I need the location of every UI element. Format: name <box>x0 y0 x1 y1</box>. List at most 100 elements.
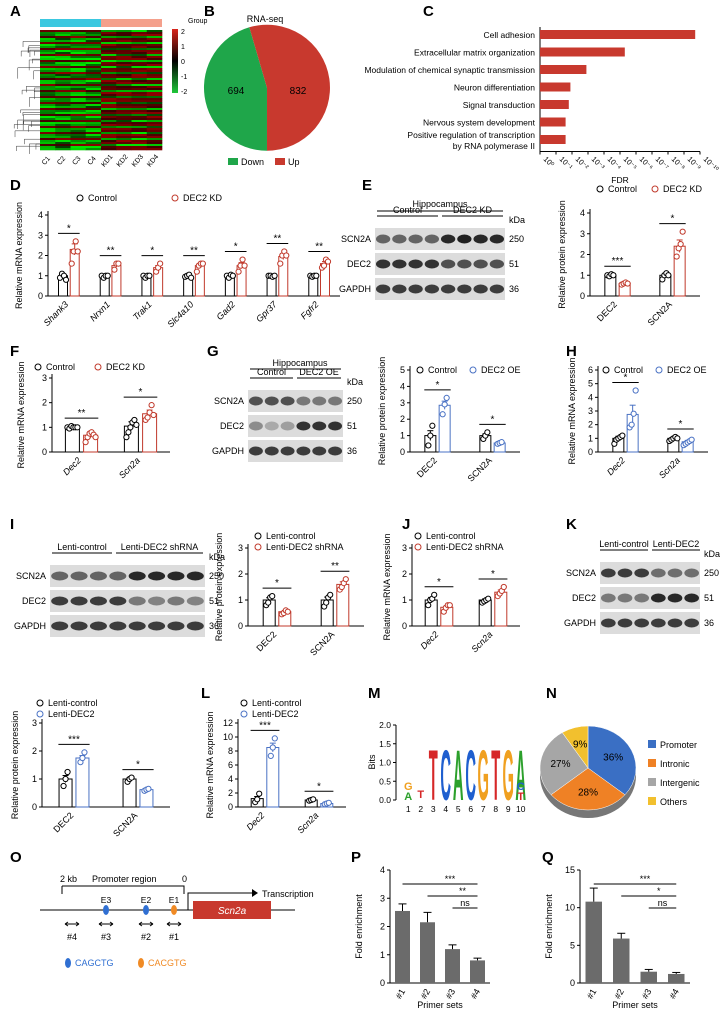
heat-cell <box>146 66 163 69</box>
K-bar <box>58 778 73 808</box>
D-ylabel: Relative mRNA expression <box>14 202 24 309</box>
heat-cell <box>70 114 87 117</box>
heat-cell <box>131 92 148 95</box>
I-sig: * <box>275 578 279 589</box>
heat-cell <box>131 116 148 119</box>
panel-c-go-bars: Cell adhesion Extracellular matrix organi… <box>364 27 720 185</box>
heat-cell <box>55 82 71 85</box>
heat-cell <box>101 102 117 105</box>
m-pos-label: 5 <box>456 804 461 814</box>
heat-cell <box>146 58 163 61</box>
heat-cell <box>131 62 148 65</box>
D-ytick-label: 2 <box>38 251 43 261</box>
heat-cell <box>70 76 87 79</box>
heat-cell <box>131 80 148 83</box>
L-sig: *** <box>259 720 271 731</box>
heat-cell <box>146 52 163 55</box>
heat-cell <box>40 64 56 67</box>
heat-cell <box>101 122 117 125</box>
heat-cell <box>40 84 56 87</box>
heat-cell <box>131 112 148 115</box>
heat-cell <box>131 78 148 81</box>
H-point <box>632 387 639 394</box>
F-point <box>127 424 134 431</box>
heat-cell <box>116 122 132 125</box>
heat-cell <box>146 110 163 113</box>
E-ylabel: Relative protein expression <box>557 200 567 309</box>
heat-cell <box>101 38 117 41</box>
pie-label-down: 694 <box>228 86 245 97</box>
heat-cell <box>131 144 148 147</box>
E-ytick-label: 3 <box>580 229 585 239</box>
heat-cell <box>131 90 148 93</box>
heat-cell <box>40 80 56 83</box>
P-bar <box>470 960 485 983</box>
heat-cell <box>116 78 132 81</box>
heat-cell <box>85 32 102 35</box>
heat-cell <box>101 66 117 69</box>
K-point <box>60 782 67 790</box>
I-point <box>327 591 334 598</box>
F-bar <box>64 426 80 453</box>
heat-cell <box>116 70 132 73</box>
heat-cell <box>70 58 87 61</box>
heat-cell <box>116 48 132 51</box>
E-membrane <box>375 228 505 250</box>
c-tick-label: 10⁻⁶ <box>638 155 655 172</box>
E-xcat: SCN2A <box>646 299 674 327</box>
K-group-label: Lenti-DEC2 <box>653 539 700 549</box>
heat-cell <box>55 78 71 81</box>
heat-cell <box>116 62 132 65</box>
heat-cell <box>70 138 87 141</box>
I-band <box>128 621 146 631</box>
D-point <box>283 252 290 259</box>
heat-cell <box>70 134 87 137</box>
heat-cell <box>70 38 87 41</box>
heat-cell <box>70 70 87 73</box>
L-xcat: Scn2a <box>295 810 320 835</box>
c-tick-label: 10⁻⁵ <box>622 155 639 172</box>
I-legend-label: Lenti-DEC2 shRNA <box>266 542 344 552</box>
m-letter: C <box>465 735 476 815</box>
heat-cell <box>55 70 71 73</box>
J-point <box>500 583 507 591</box>
heat-cell <box>40 36 56 39</box>
c-xlabel: FDR <box>611 175 628 185</box>
legend-title: Group <box>188 18 208 25</box>
heat-cell <box>70 68 87 71</box>
c-bar <box>540 65 587 74</box>
heat-cell <box>116 138 132 141</box>
L-ytick-label: 0 <box>228 802 233 812</box>
heat-cell <box>146 102 163 105</box>
E-legend-marker <box>651 185 659 193</box>
o-primer-label: #3 <box>101 932 111 942</box>
heat-cell <box>55 136 71 139</box>
heat-cell <box>146 134 163 137</box>
heat-cell <box>131 96 148 99</box>
heat-cell <box>146 80 163 83</box>
K-sig: * <box>136 760 140 771</box>
G-membrane <box>248 415 343 437</box>
D-legend-label: DEC2 KD <box>183 193 223 203</box>
E-band <box>408 284 423 294</box>
n-slice <box>587 725 637 796</box>
K-kda: 51 <box>704 593 714 603</box>
heat-cell <box>116 38 132 41</box>
G-ylabel: Relative protein expression <box>377 357 387 466</box>
F-ytick-label: 2 <box>42 398 47 408</box>
heat-cell <box>55 68 71 71</box>
heat-cell <box>116 142 132 145</box>
c-tick-label: 10⁻² <box>574 155 591 172</box>
I-band <box>186 621 204 631</box>
heat-cell <box>70 56 87 59</box>
heat-cell <box>131 102 148 105</box>
heat-cell <box>85 122 102 125</box>
m-tick-label: 0.5 <box>379 776 391 786</box>
o-ebox-label: E1 <box>169 895 180 905</box>
n-legend-swatch <box>648 759 656 767</box>
H-legend-label: Control <box>614 365 643 375</box>
heat-cell <box>146 142 163 145</box>
n-legend-label: Others <box>660 797 688 807</box>
heat-cell <box>85 146 102 149</box>
G-band <box>328 396 343 406</box>
